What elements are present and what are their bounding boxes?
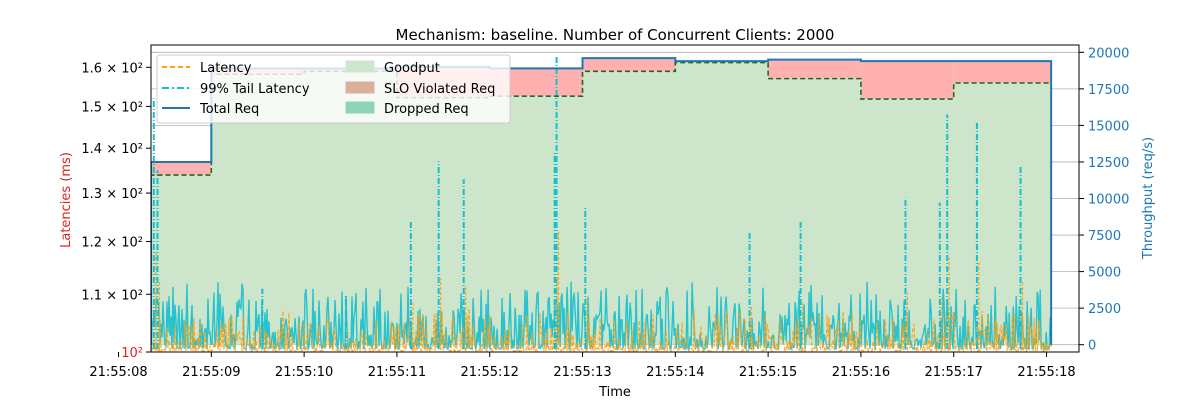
legend-label: Total Req bbox=[199, 102, 259, 117]
left-tick-label: 1.2 × 10² bbox=[81, 236, 143, 251]
x-tick-label: 21:55:12 bbox=[461, 365, 519, 380]
left-tick-label: 10² bbox=[121, 346, 143, 361]
x-tick-label: 21:55:15 bbox=[739, 365, 797, 380]
right-tick-label: 0 bbox=[1088, 339, 1096, 354]
left-tick-label: 1.4 × 10² bbox=[81, 142, 143, 157]
left-axis-label: Latencies (ms) bbox=[59, 152, 74, 248]
right-tick-label: 10000 bbox=[1088, 193, 1129, 208]
x-tick-label: 21:55:17 bbox=[925, 365, 983, 380]
goodput-area bbox=[151, 62, 1052, 345]
right-tick-label: 5000 bbox=[1088, 266, 1121, 281]
legend-label: Goodput bbox=[384, 61, 440, 76]
right-axis: 0 2500 5000 7500 10000 12500 15000 17500 20000 bbox=[1079, 46, 1129, 354]
right-tick-label: 2500 bbox=[1088, 302, 1121, 317]
legend: Latency 99% Tail Latency Total Req Goodput S… bbox=[156, 54, 511, 124]
right-tick-label: 20000 bbox=[1088, 46, 1129, 61]
x-tick-label: 21:55:14 bbox=[646, 365, 704, 380]
legend-swatch bbox=[345, 101, 375, 114]
right-tick-label: 17500 bbox=[1088, 83, 1129, 98]
left-tick-label: 1.3 × 10² bbox=[81, 187, 143, 202]
right-tick-label: 7500 bbox=[1088, 229, 1121, 244]
x-tick-label: 21:55:10 bbox=[275, 365, 333, 380]
legend-label: SLO Violated Req bbox=[384, 82, 495, 97]
legend-label: 99% Tail Latency bbox=[200, 82, 310, 97]
legend-swatch bbox=[345, 60, 375, 73]
legend-label: Latency bbox=[200, 61, 252, 76]
slo-violated-area bbox=[768, 59, 861, 79]
x-tick-label: 21:55:09 bbox=[182, 365, 240, 380]
latency-lines bbox=[151, 56, 1052, 352]
latency-line bbox=[151, 308, 1052, 352]
legend-swatch bbox=[345, 81, 375, 94]
legend-box bbox=[156, 54, 511, 124]
left-tick-label: 1.5 × 10² bbox=[81, 100, 143, 115]
left-axis: 10² 1.1 × 10² 1.2 × 10² 1.3 × 10² 1.4 × 10² 1… bbox=[81, 61, 151, 361]
x-axis: 21:55:08 21:55:09 21:55:10 21:55:11 21:55:12… bbox=[89, 352, 1076, 380]
x-tick-label: 21:55:13 bbox=[553, 365, 611, 380]
slo-violated-area bbox=[582, 58, 676, 72]
right-axis-label: Throughput (req/s) bbox=[1141, 137, 1156, 260]
chart-title: Mechanism: baseline. Number of Concurren… bbox=[396, 26, 835, 44]
left-tick-label: 1.6 × 10² bbox=[81, 61, 143, 76]
right-tick-label: 15000 bbox=[1088, 119, 1129, 134]
slo-violated-area bbox=[953, 61, 1052, 84]
right-tick-label: 12500 bbox=[1088, 156, 1129, 171]
left-tick-label: 1.1 × 10² bbox=[81, 288, 143, 303]
x-tick-label: 21:55:08 bbox=[89, 365, 147, 380]
x-tick-label: 21:55:11 bbox=[368, 365, 426, 380]
slo-violated-area bbox=[860, 61, 954, 100]
slo-violated-area bbox=[151, 161, 212, 176]
x-tick-label: 21:55:18 bbox=[1017, 365, 1075, 380]
plot-area bbox=[151, 51, 1079, 352]
x-axis-label: Time bbox=[598, 385, 631, 400]
legend-label: Dropped Req bbox=[384, 102, 469, 117]
x-tick-label: 21:55:16 bbox=[832, 365, 890, 380]
